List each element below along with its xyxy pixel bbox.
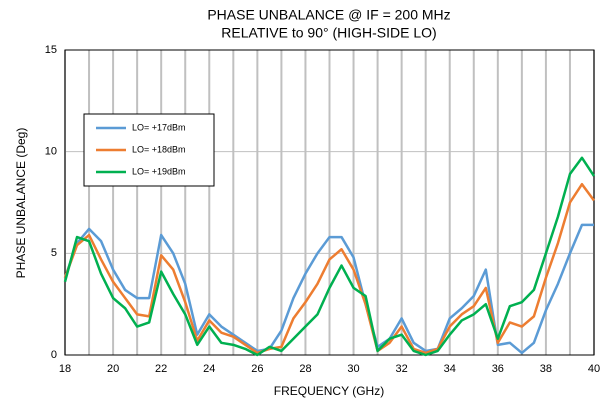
- legend-label: LO= +18dBm: [132, 144, 186, 154]
- y-tick-label: 10: [45, 146, 57, 158]
- legend-label: LO= +17dBm: [132, 122, 186, 132]
- x-tick-label: 32: [396, 363, 408, 375]
- x-tick-label: 22: [155, 363, 167, 375]
- x-tick-label: 38: [540, 363, 552, 375]
- y-axis-label: PHASE UNBALANCE (Deg): [14, 128, 28, 279]
- series-line: [63, 182, 596, 355]
- y-tick-label: 5: [51, 247, 57, 259]
- x-tick-label: 30: [347, 363, 359, 375]
- legend-label: LO= +19dBm: [132, 166, 186, 176]
- x-tick-label: 36: [492, 363, 504, 375]
- plot-frame: [64, 49, 595, 356]
- chart-subtitle: RELATIVE to 90° (HIGH-SIDE LO): [221, 25, 436, 41]
- x-tick-label: 18: [59, 363, 71, 375]
- series-line: [63, 223, 594, 355]
- x-tick-label: 20: [107, 363, 119, 375]
- x-tick-label: 26: [251, 363, 263, 375]
- y-tick-label: 0: [51, 349, 57, 361]
- x-tick-label: 24: [203, 363, 215, 375]
- x-axis-label: FREQUENCY (GHz): [274, 384, 384, 398]
- x-tick-label: 34: [444, 363, 456, 375]
- y-tick-label: 15: [45, 44, 57, 56]
- x-tick-label: 28: [299, 363, 311, 375]
- chart-title: PHASE UNBALANCE @ IF = 200 MHz: [207, 7, 450, 23]
- series-line: [63, 156, 596, 357]
- legend: LO= +17dBm LO= +18dBm LO= +19dBm: [83, 113, 215, 187]
- x-tick-label: 40: [588, 363, 600, 375]
